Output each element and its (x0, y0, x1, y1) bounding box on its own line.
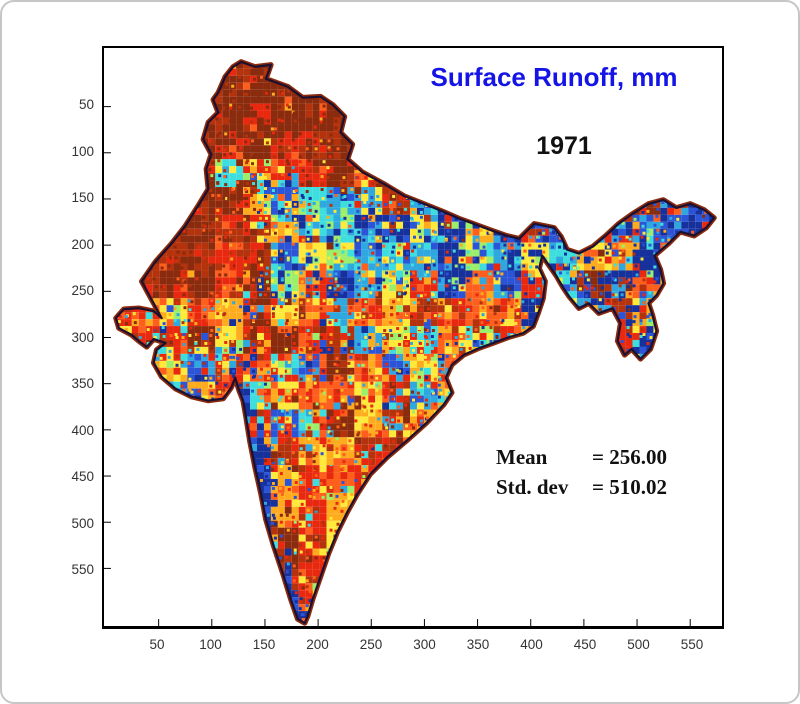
std-dev-value: = 510.02 (592, 475, 667, 499)
mean-value: = 256.00 (592, 445, 667, 469)
y-tick-label: 200 (71, 236, 94, 252)
x-tick-label: 450 (573, 637, 597, 652)
x-tick-label: 250 (359, 637, 383, 652)
mean-label: Mean (496, 445, 548, 469)
x-tick-label: 100 (199, 637, 222, 652)
x-tick-label: 150 (252, 637, 276, 652)
y-tick-label: 350 (71, 376, 94, 391)
x-tick-label: 200 (306, 637, 329, 652)
x-tick-label: 300 (413, 637, 436, 652)
std-dev-label: Std. dev (496, 475, 569, 499)
plot-area: Surface Runoff, mm 1971 Mean = 256.00 St… (102, 46, 724, 629)
y-tick-label: 50 (78, 97, 94, 112)
x-tick-label: 400 (520, 637, 543, 652)
x-tick-label: 550 (680, 637, 704, 652)
y-tick-label: 100 (71, 143, 94, 159)
x-tick-label: 500 (627, 637, 650, 652)
y-tick-label: 500 (71, 515, 94, 531)
y-tick-label: 400 (71, 422, 94, 438)
stats-annotation: Mean = 256.00 Std. dev = 510.02 (496, 442, 667, 502)
std-dev-row: Std. dev = 510.02 (496, 472, 667, 502)
chart-title: Surface Runoff, mm (430, 62, 678, 92)
y-tick-label: 250 (71, 283, 94, 298)
mean-row: Mean = 256.00 (496, 442, 667, 472)
y-tick-label: 450 (71, 469, 94, 484)
y-tick-label: 150 (71, 190, 94, 205)
x-tick-label: 50 (149, 637, 165, 652)
year-label: 1971 (536, 132, 592, 160)
y-tick-label: 550 (71, 562, 94, 577)
y-tick-label: 300 (71, 329, 94, 345)
india-runoff-map (104, 59, 717, 626)
x-tick-label: 350 (466, 637, 490, 652)
